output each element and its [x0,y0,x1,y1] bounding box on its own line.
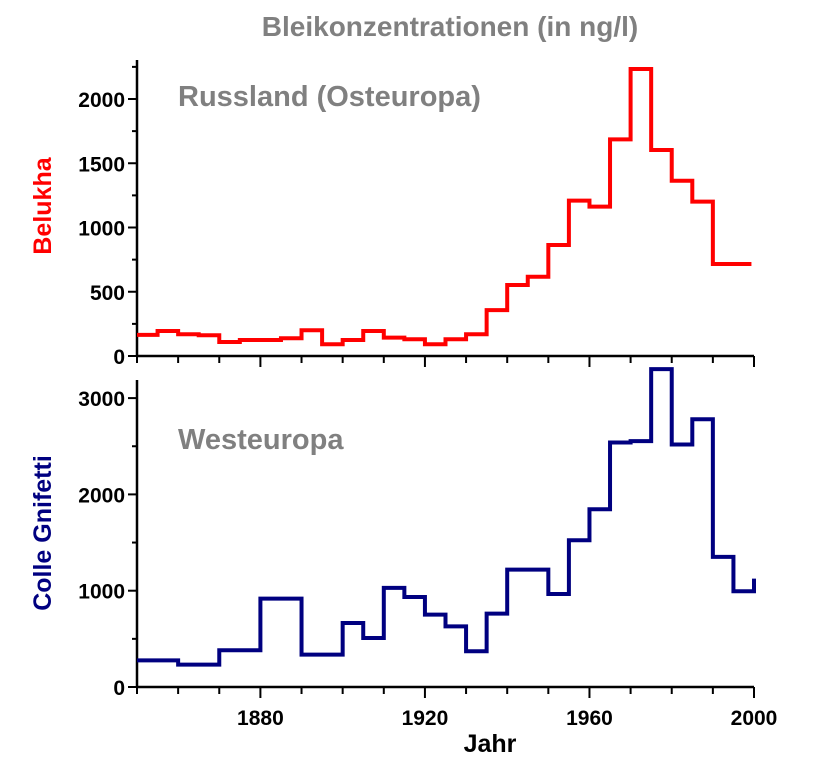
chart-title: Bleikonzentrationen (in ng/l) [262,11,638,42]
top-y-tick-label: 2000 [78,89,125,112]
top-ylabel: Belukha [29,156,57,254]
bottom-y-tick-label: 0 [113,677,125,700]
x-tick-label: 1960 [566,707,613,730]
bottom-y-tick-label: 1000 [78,581,125,604]
bottom-y-tick-label: 2000 [78,484,125,507]
top-y-tick-label: 1500 [78,153,125,176]
x-axis-label: Jahr [464,730,517,758]
top-y-tick-label: 0 [113,346,125,369]
top-annotation: Russland (Osteuropa) [178,81,481,113]
top-y-tick-label: 1000 [78,218,125,241]
top-y-tick-label: 500 [90,282,125,305]
bottom-y-tick-label: 3000 [78,388,125,411]
bottom-annotation: Westeuropa [178,424,344,456]
x-tick-label: 1920 [402,707,449,730]
bottom-series-line [137,367,756,667]
x-tick-label: 2000 [731,707,778,730]
bottom-ylabel: Colle Gnifetti [29,455,57,611]
top-series-line [137,67,752,347]
x-tick-label: 1880 [237,707,284,730]
